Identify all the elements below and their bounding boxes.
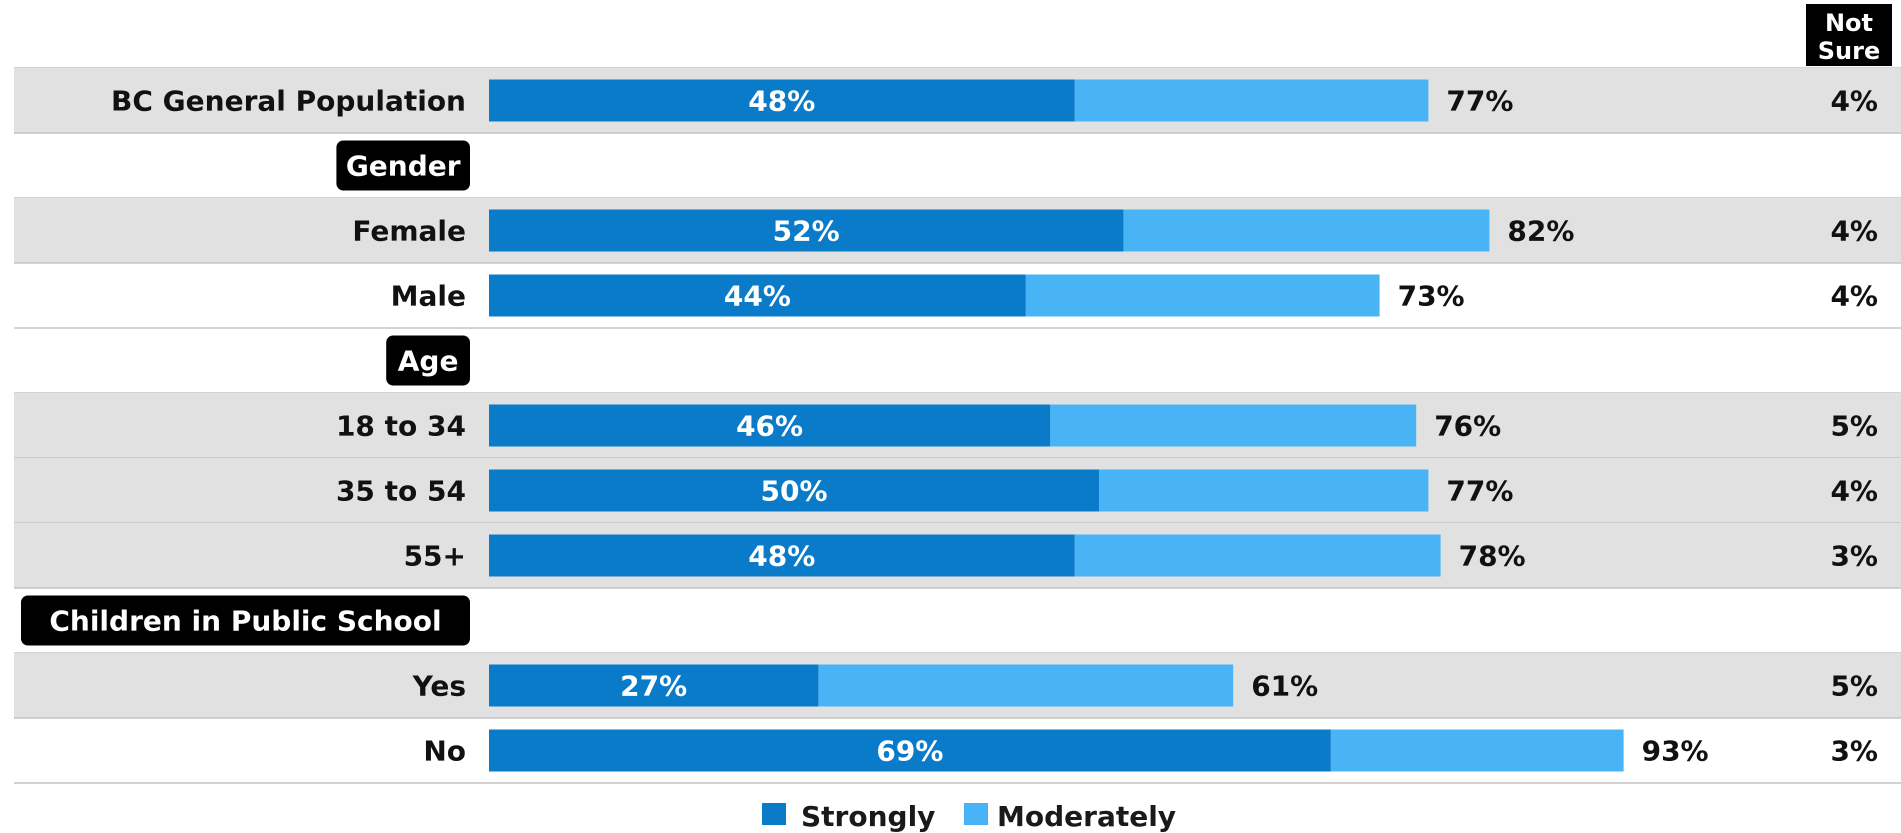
total-value-label: 77% [1446, 85, 1513, 118]
bar-moderately [1074, 79, 1429, 122]
category-label: 18 to 34 [336, 410, 466, 443]
total-value-label: 78% [1459, 540, 1526, 573]
not-sure-value-label: 4% [1830, 475, 1878, 508]
bar-moderately [1099, 469, 1429, 512]
section-header-bg [336, 140, 470, 191]
not-sure-value-label: 5% [1830, 410, 1878, 443]
bar-strongly [489, 469, 1099, 512]
category-label: 35 to 54 [336, 475, 466, 508]
bar-strongly [489, 404, 1051, 447]
total-value-label: 77% [1446, 475, 1513, 508]
legend-swatch-moderately [964, 803, 988, 825]
section-header-label: Age [398, 345, 459, 378]
not-sure-value-label: 3% [1830, 540, 1878, 573]
legend-swatch-strongly [762, 803, 786, 825]
strongly-value-label: 44% [724, 280, 791, 313]
strongly-value-label: 27% [620, 670, 687, 703]
bar-strongly [489, 274, 1026, 317]
bar-strongly [489, 209, 1124, 252]
strongly-value-label: 50% [760, 475, 827, 508]
not-sure-header-bg [1806, 4, 1892, 66]
section-header-label: Children in Public School [49, 605, 441, 638]
not-sure-header-line-1: Not [1825, 9, 1873, 37]
category-label: No [423, 735, 466, 768]
total-value-label: 61% [1251, 670, 1318, 703]
bar-strongly [489, 664, 819, 707]
section-header-label: Gender [346, 150, 461, 183]
bar-moderately [1330, 729, 1624, 772]
bar-moderately [1050, 404, 1417, 447]
legend-label-moderately: Moderately [997, 800, 1176, 833]
rows-layer: BC General Population 48% 77% 4% Gender Femal… [14, 67, 1901, 784]
strongly-value-label: 52% [773, 215, 840, 248]
total-value-label: 73% [1398, 280, 1465, 313]
bar-moderately [1074, 534, 1441, 577]
category-label: Male [391, 280, 466, 313]
strongly-value-label: 48% [748, 85, 815, 118]
not-sure-value-label: 4% [1830, 85, 1878, 118]
bar-strongly [489, 729, 1331, 772]
not-sure-value-label: 4% [1830, 280, 1878, 313]
strongly-value-label: 48% [748, 540, 815, 573]
not-sure-header: Not Sure [1806, 4, 1892, 66]
legend: Strongly Moderately [762, 800, 1176, 833]
strongly-value-label: 46% [736, 410, 803, 443]
category-label: 55+ [404, 540, 466, 573]
bar-moderately [1025, 274, 1380, 317]
not-sure-value-label: 3% [1830, 735, 1878, 768]
section-header-bg [386, 335, 470, 386]
category-label: BC General Population [111, 85, 466, 118]
bar-strongly [489, 534, 1075, 577]
strongly-value-label: 69% [876, 735, 943, 768]
total-value-label: 93% [1642, 735, 1709, 768]
total-value-label: 76% [1434, 410, 1501, 443]
category-label: Female [352, 215, 466, 248]
not-sure-header-line-2: Sure [1818, 37, 1880, 65]
bar-moderately [818, 664, 1234, 707]
total-value-label: 82% [1507, 215, 1574, 248]
bar-strongly [489, 79, 1075, 122]
legend-label-strongly: Strongly [801, 800, 935, 833]
bar-moderately [1123, 209, 1490, 252]
not-sure-value-label: 4% [1830, 215, 1878, 248]
not-sure-value-label: 5% [1830, 670, 1878, 703]
section-header-bg [21, 595, 470, 646]
category-label: Yes [412, 670, 466, 703]
